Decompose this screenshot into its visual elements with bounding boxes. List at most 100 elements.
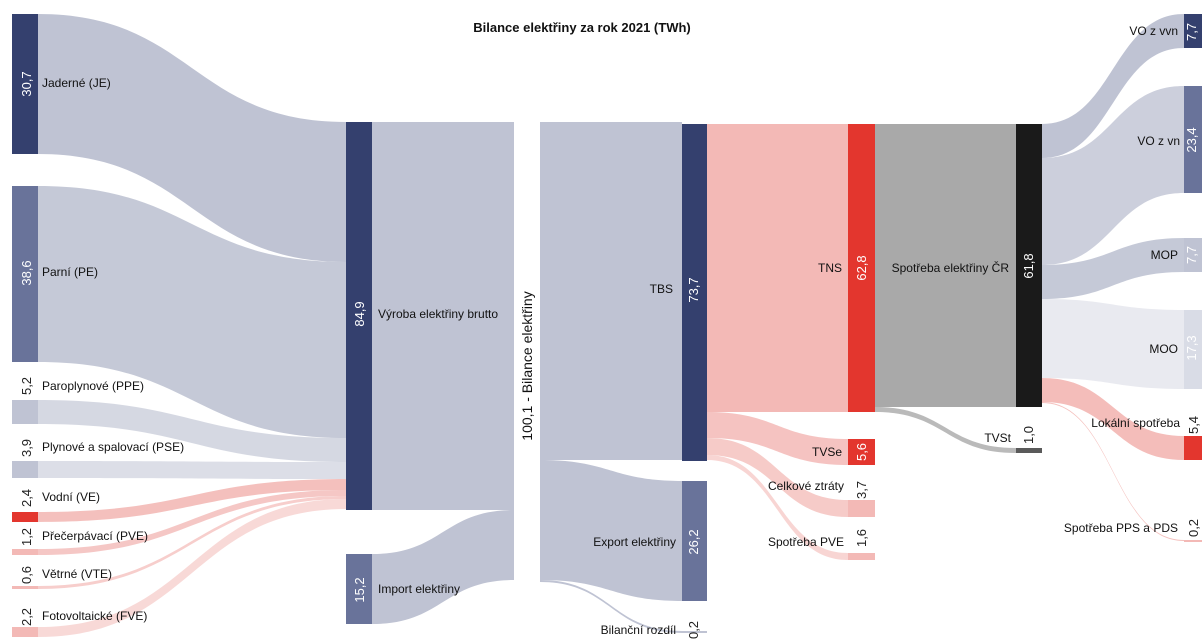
link-spotreba-pps [1042, 402, 1184, 541]
link-tbs-ztraty [707, 438, 848, 517]
node-bar-pe [12, 186, 38, 362]
consumer-value-vo-vvn: 7,7 [1184, 23, 1199, 41]
link-spotreba-mop [1042, 238, 1184, 299]
source-value-pve: 1,2 [19, 528, 34, 546]
consumer-label-pps: Spotřeba PPS a PDS [1064, 521, 1178, 535]
link-bilance-export [540, 460, 682, 601]
node-bar-lokalni [1184, 436, 1202, 460]
node-bar-pps [1184, 540, 1202, 542]
link-pse-vyroba [38, 461, 346, 479]
node-label-vyroba: Výroba elektřiny brutto [378, 307, 498, 321]
flow-links [38, 14, 1184, 637]
link-bilance-bilancni [540, 580, 682, 633]
link-pve-vyroba [38, 490, 346, 555]
node-bar-pve [12, 549, 38, 555]
link-tns-spotreba [875, 124, 1016, 407]
source-label-fve: Fotovoltaické (FVE) [42, 609, 147, 623]
node-label-tvst: TVSt [984, 431, 1011, 445]
source-label-je: Jaderné (JE) [42, 76, 111, 90]
source-label-ve: Vodní (VE) [42, 490, 100, 504]
node-value-bilancni: 0,2 [686, 621, 701, 639]
node-value-tvst: 1,0 [1021, 426, 1036, 444]
link-spotreba-lokalni [1042, 378, 1184, 460]
link-vte-vyroba [38, 496, 346, 589]
node-label-export: Export elektřiny [593, 535, 676, 549]
node-value-spotreba-cr: 61,8 [1021, 253, 1036, 278]
link-bilance-tbs [540, 122, 682, 460]
source-value-pse: 3,9 [19, 439, 34, 457]
node-value-tns: 62,8 [854, 255, 869, 280]
source-value-fve: 2,2 [19, 608, 34, 626]
node-value-ztraty: 3,7 [854, 481, 869, 499]
node-bar-export [682, 481, 707, 601]
node-bar-mop [1184, 238, 1202, 272]
consumer-value-lokalni: 5,4 [1186, 416, 1201, 434]
node-bar-vte [12, 586, 38, 589]
node-bar-ppe [12, 400, 38, 424]
consumer-label-vo-vn: VO z vn [1137, 134, 1180, 148]
link-ppe-vyroba [38, 400, 346, 462]
node-label-spotreba-pve: Spotřeba PVE [768, 535, 844, 549]
link-je-vyroba [38, 14, 346, 262]
link-vyroba-bilance [372, 122, 514, 510]
link-spotreba-vo-vn [1042, 86, 1184, 265]
node-value-spotreba-pve: 1,6 [854, 529, 869, 547]
node-bar-pse [12, 461, 38, 478]
node-value-import: 15,2 [352, 577, 367, 602]
node-label-spotreba-cr: Spotřeba elektřiny ČR [892, 260, 1010, 275]
link-pe-vyroba [38, 186, 346, 438]
node-bar-import [346, 554, 372, 624]
source-value-ppe: 5,2 [19, 377, 34, 395]
source-value-pe: 38,6 [19, 260, 34, 285]
consumer-value-pps: 0,2 [1186, 519, 1201, 537]
node-label-tbs: TBS [650, 282, 673, 296]
link-tbs-tns [707, 124, 848, 412]
consumer-label-vo-vvn: VO z vvn [1129, 24, 1178, 38]
source-value-vte: 0,6 [19, 566, 34, 584]
link-tns-tvst [875, 407, 1016, 453]
node-bar-je [12, 14, 38, 154]
node-bar-ztraty [848, 500, 875, 517]
node-bar-tvst [1016, 448, 1042, 453]
source-value-ve: 2,4 [19, 489, 34, 507]
node-bar-spotreba-cr [1016, 124, 1042, 407]
node-bar-tbs [682, 124, 707, 461]
node-label-tvse: TVSe [812, 445, 842, 459]
source-label-ppe: Paroplynové (PPE) [42, 379, 144, 393]
node-bar-vo-vvn [1184, 14, 1202, 48]
link-fve-vyroba [38, 499, 346, 637]
node-value-tbs: 73,7 [686, 277, 701, 302]
node-label-tns: TNS [818, 261, 842, 275]
flow-nodes [12, 14, 1202, 637]
node-value-export: 26,2 [686, 529, 701, 554]
node-bar-bilancni [682, 631, 707, 633]
consumer-value-vo-vn: 23,4 [1184, 127, 1199, 152]
source-label-pe: Parní (PE) [42, 265, 98, 279]
node-value-tvse: 5,6 [854, 443, 869, 461]
link-spotreba-vo-vvn [1042, 14, 1184, 158]
link-ve-vyroba [38, 479, 346, 522]
consumer-label-mop: MOP [1151, 248, 1178, 262]
link-tbs-tvse [707, 412, 848, 465]
link-spotreba-moo [1042, 299, 1184, 389]
source-label-vte: Větrné (VTE) [42, 567, 112, 581]
source-value-je: 30,7 [19, 71, 34, 96]
node-bar-vo-vn [1184, 86, 1202, 193]
node-bar-moo [1184, 310, 1202, 389]
link-import-bilance [372, 510, 514, 624]
consumer-value-mop: 7,7 [1184, 246, 1199, 264]
node-bar-vyroba [346, 122, 372, 510]
consumer-label-moo: MOO [1149, 342, 1178, 356]
node-bar-ve [12, 512, 38, 522]
node-bar-tns [848, 124, 875, 412]
source-label-pve: Přečerpávací (PVE) [42, 529, 148, 543]
node-bar-spotreba-pve [848, 553, 875, 560]
node-bar-fve [12, 627, 38, 637]
node-label-import: Import elektřiny [378, 582, 460, 596]
node-label-ztraty: Celkové ztráty [768, 479, 844, 493]
diagram-title: Bilance elektřiny za rok 2021 (TWh) [473, 20, 690, 35]
node-bar-tvse [848, 439, 875, 465]
consumer-value-moo: 17,3 [1184, 335, 1199, 360]
node-label-bilancni: Bilanční rozdíl [601, 623, 676, 637]
